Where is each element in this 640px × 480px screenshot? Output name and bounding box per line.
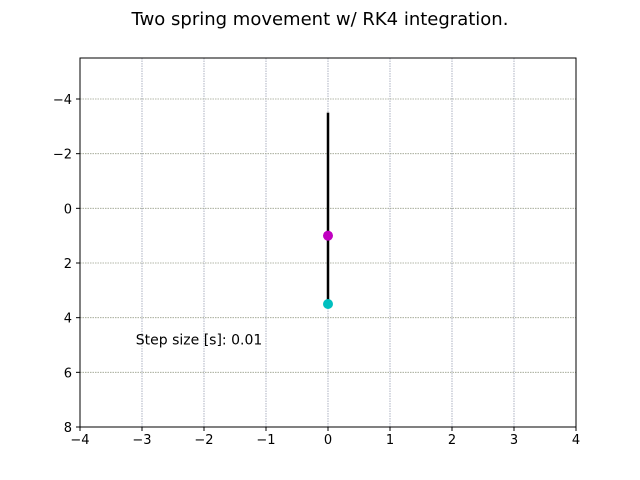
y-tick-label: 0 <box>64 202 72 217</box>
y-tick-label: −2 <box>53 148 72 163</box>
x-tick-label: 0 <box>324 433 332 448</box>
x-tick-label: 2 <box>448 433 456 448</box>
x-tick-label: −4 <box>70 433 89 448</box>
x-tick-label: −3 <box>132 433 151 448</box>
axis-ticks: −4 −3 −2 −1 0 1 2 3 4 −4 −2 0 2 4 6 8 <box>53 93 580 448</box>
mass-2-marker <box>323 299 333 309</box>
y-tick-label: 4 <box>64 312 72 327</box>
x-tick-label: 1 <box>386 433 394 448</box>
x-tick-label: −2 <box>194 433 213 448</box>
plot-series <box>323 112 333 309</box>
x-tick-label: 3 <box>510 433 518 448</box>
y-tick-label: 2 <box>64 257 72 272</box>
x-tick-label: −1 <box>256 433 275 448</box>
step-size-annotation: Step size [s]: 0.01 <box>136 333 262 349</box>
y-tick-label: −4 <box>53 93 72 108</box>
mass-1-marker <box>323 230 333 241</box>
y-tick-label: 8 <box>64 421 72 436</box>
x-tick-label: 4 <box>572 433 580 448</box>
chart-title: Two spring movement w/ RK4 integration. <box>131 9 509 30</box>
y-tick-label: 6 <box>64 366 72 381</box>
